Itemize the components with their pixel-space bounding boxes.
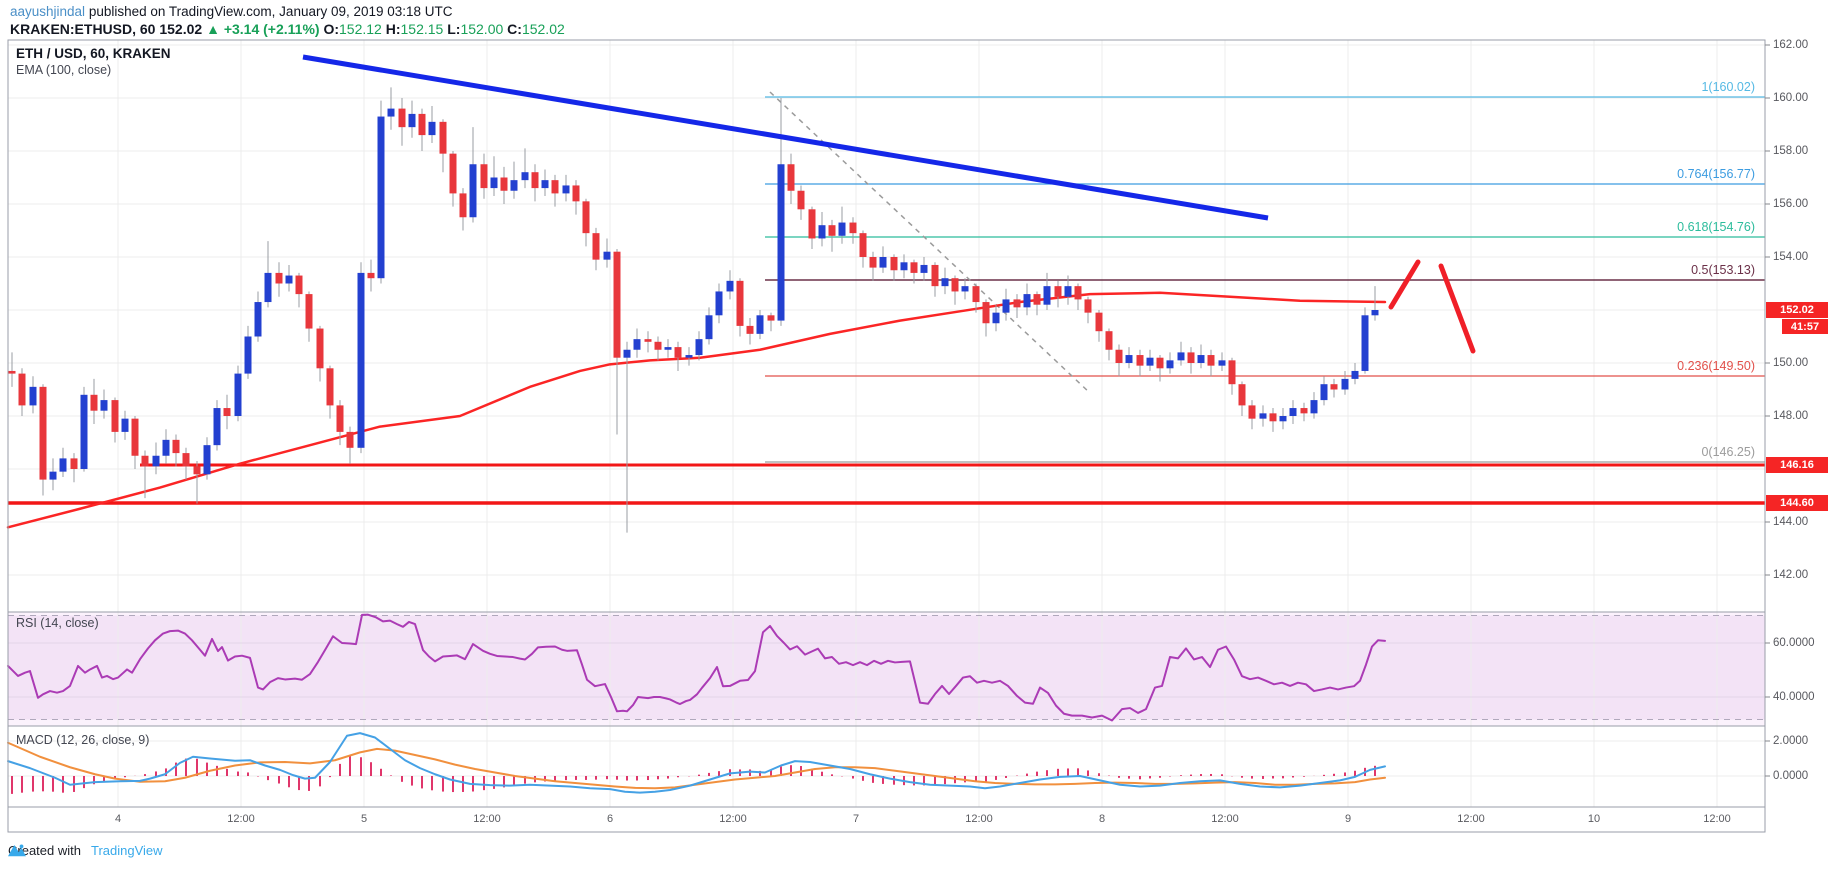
fib-level-label: 0.236(149.50) bbox=[1677, 359, 1755, 373]
close-value: 152.02 bbox=[521, 21, 565, 37]
fib-level-label: 0(146.25) bbox=[1701, 445, 1755, 459]
price-tick-label: 144.00 bbox=[1773, 516, 1809, 528]
price-tick-label: 0.0000 bbox=[1773, 770, 1809, 782]
macd-pane-legend[interactable]: MACD (12, 26, close, 9) bbox=[16, 733, 150, 747]
time-axis-label: 6 bbox=[606, 813, 614, 825]
price-axis-badge: 146.16 bbox=[1766, 457, 1828, 473]
chart-legend-ema[interactable]: EMA (100, close) bbox=[16, 63, 112, 77]
price-axis-badge: 152.02 bbox=[1766, 302, 1828, 318]
publish-info: aayushjindal published on TradingView.co… bbox=[10, 4, 453, 19]
chart-legend-symbol[interactable]: ETH / USD, 60, KRAKEN bbox=[16, 46, 171, 61]
time-axis-label: 12:00 bbox=[965, 813, 993, 825]
close-label: C: bbox=[507, 21, 522, 37]
price-tick-label: 162.00 bbox=[1773, 39, 1809, 51]
price-tick-label: 2.0000 bbox=[1773, 735, 1809, 747]
rsi-pane-legend[interactable]: RSI (14, close) bbox=[16, 616, 99, 630]
symbol-ticker: KRAKEN:ETHUSD, 60 bbox=[10, 21, 156, 37]
price-tick-label: 158.00 bbox=[1773, 145, 1809, 157]
tradingview-brand-link[interactable]: TradingView bbox=[90, 843, 163, 858]
price-tick-label: 142.00 bbox=[1773, 569, 1809, 581]
time-axis-label: 5 bbox=[360, 813, 368, 825]
fib-level-label: 0.618(154.76) bbox=[1677, 220, 1755, 234]
time-axis-label: 8 bbox=[1098, 813, 1106, 825]
price-tick-label: 40.0000 bbox=[1773, 691, 1815, 703]
last-price: 152.02 bbox=[159, 21, 203, 37]
publish-text: published on TradingView.com, January 09… bbox=[85, 4, 453, 19]
open-label: O: bbox=[323, 21, 340, 37]
price-tick-label: 156.00 bbox=[1773, 198, 1809, 210]
time-axis-label: 12:00 bbox=[1457, 813, 1485, 825]
fib-level-label: 0.764(156.77) bbox=[1677, 167, 1755, 181]
price-tick-label: 160.00 bbox=[1773, 92, 1809, 104]
fib-level-label: 0.5(153.13) bbox=[1691, 263, 1755, 277]
time-axis-label: 12:00 bbox=[719, 813, 747, 825]
low-label: L: bbox=[447, 21, 461, 37]
price-axis-badge: 41:57 bbox=[1782, 319, 1828, 334]
price-tick-label: 154.00 bbox=[1773, 251, 1809, 263]
time-axis-label: 9 bbox=[1344, 813, 1352, 825]
footer-attribution: Created with TradingView bbox=[8, 843, 163, 858]
time-axis-label: 10 bbox=[1587, 813, 1601, 825]
fib-level-label: 1(160.02) bbox=[1701, 80, 1755, 94]
username-link[interactable]: aayushjindal bbox=[10, 4, 86, 19]
price-change: ▲ +3.14 (+2.11%) bbox=[206, 21, 320, 37]
open-value: 152.12 bbox=[339, 21, 382, 37]
price-tick-label: 150.00 bbox=[1773, 357, 1809, 369]
price-tick-label: 148.00 bbox=[1773, 410, 1809, 422]
high-value: 152.15 bbox=[400, 21, 444, 37]
created-with-text: Created with bbox=[8, 843, 81, 858]
price-axis-badge: 144.60 bbox=[1766, 495, 1828, 511]
high-label: H: bbox=[385, 21, 401, 37]
time-axis-label: 4 bbox=[114, 813, 122, 825]
symbol-status-line: KRAKEN:ETHUSD, 60 152.02 ▲ +3.14 (+2.11%… bbox=[10, 21, 565, 37]
low-value: 152.00 bbox=[460, 21, 504, 37]
price-tick-label: 60.0000 bbox=[1773, 637, 1815, 649]
time-axis-label: 7 bbox=[852, 813, 860, 825]
time-axis-label: 12:00 bbox=[1211, 813, 1239, 825]
time-axis-label: 12:00 bbox=[1703, 813, 1731, 825]
time-axis-label: 12:00 bbox=[473, 813, 501, 825]
time-axis-label: 12:00 bbox=[227, 813, 255, 825]
